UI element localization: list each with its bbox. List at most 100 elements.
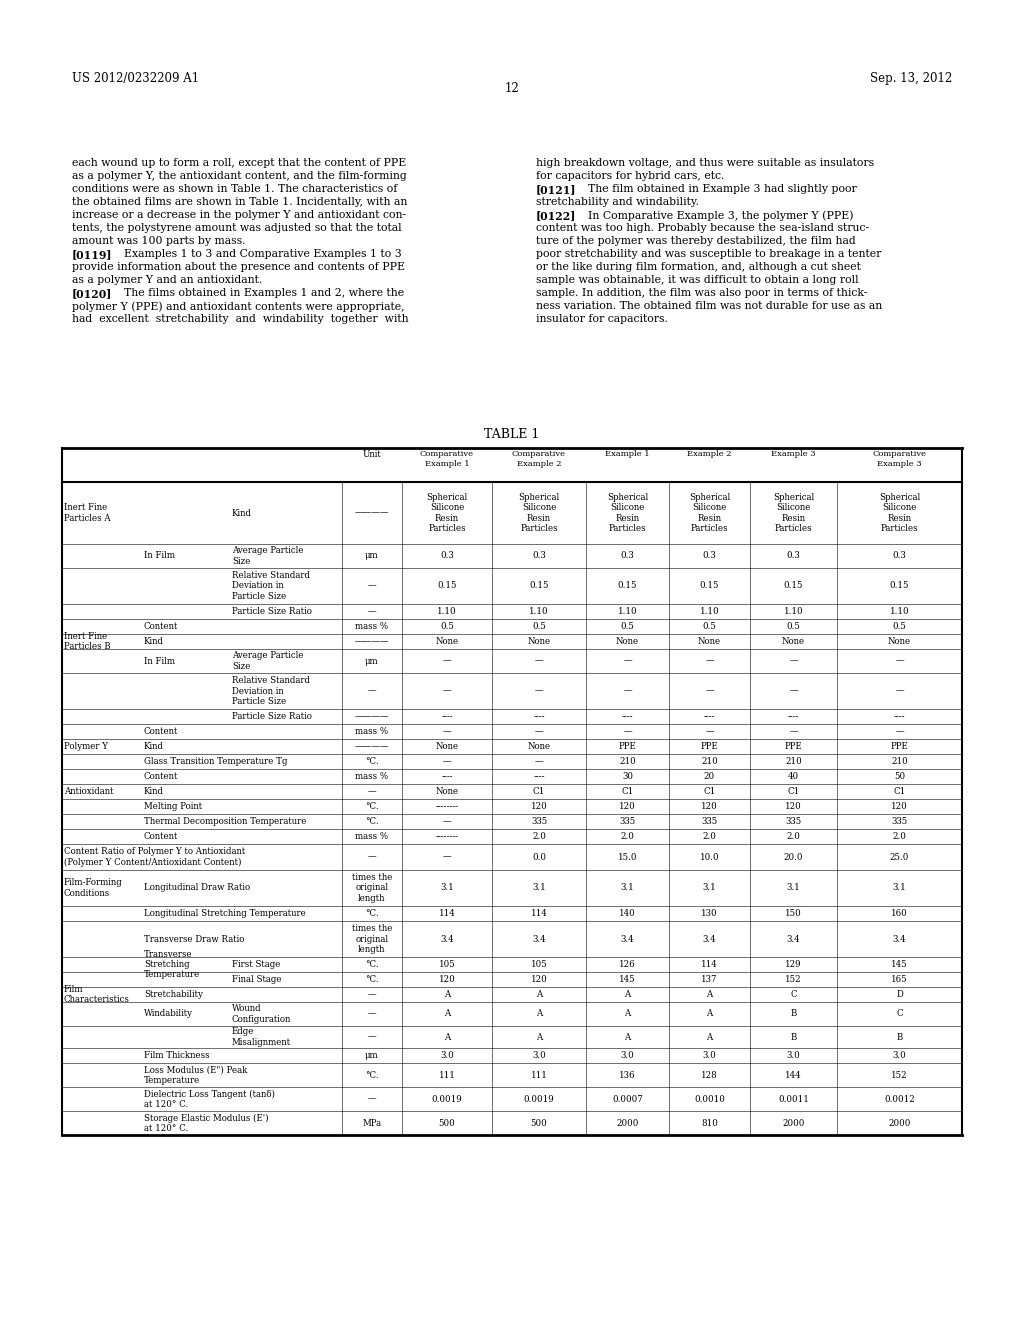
Text: 0.15: 0.15 [617, 582, 637, 590]
Text: 120: 120 [701, 803, 718, 810]
Text: None: None [782, 638, 805, 645]
Text: ----: ---- [787, 711, 800, 721]
Text: Antioxidant: Antioxidant [63, 787, 114, 796]
Text: —: — [442, 853, 452, 862]
Text: Glass Transition Temperature Tg: Glass Transition Temperature Tg [144, 756, 288, 766]
Text: 2.0: 2.0 [702, 832, 717, 841]
Text: 3.4: 3.4 [702, 935, 717, 944]
Text: —: — [535, 727, 544, 737]
Text: Kind: Kind [144, 638, 164, 645]
Text: 3.0: 3.0 [532, 1051, 546, 1060]
Text: 0.5: 0.5 [532, 622, 546, 631]
Text: 1.10: 1.10 [890, 607, 909, 616]
Text: C1: C1 [532, 787, 545, 796]
Text: Transverse
Stretching
Temperature: Transverse Stretching Temperature [144, 950, 201, 979]
Text: A: A [536, 990, 542, 999]
Text: MPa: MPa [362, 1118, 382, 1127]
Text: °C.: °C. [366, 756, 379, 766]
Text: times the
original
length: times the original length [352, 924, 392, 953]
Text: conditions were as shown in Table 1. The characteristics of: conditions were as shown in Table 1. The… [72, 183, 397, 194]
Text: Dielectric Loss Tangent (tanδ)
at 120° C.: Dielectric Loss Tangent (tanδ) at 120° C… [144, 1089, 275, 1109]
Text: 2.0: 2.0 [532, 832, 546, 841]
Text: μm: μm [366, 1051, 379, 1060]
Text: provide information about the presence and contents of PPE: provide information about the presence a… [72, 261, 406, 272]
Text: D: D [896, 990, 903, 999]
Text: Final Stage: Final Stage [232, 975, 282, 983]
Text: 30: 30 [622, 772, 633, 781]
Text: --------: -------- [435, 832, 459, 841]
Text: 3.4: 3.4 [440, 935, 454, 944]
Text: 136: 136 [620, 1071, 636, 1080]
Text: Comparative
Example 3: Comparative Example 3 [872, 450, 927, 467]
Text: A: A [625, 1032, 631, 1041]
Text: Content Ratio of Polymer Y to Antioxidant
(Polymer Y Content/Antioxidant Content: Content Ratio of Polymer Y to Antioxidan… [63, 847, 246, 867]
Text: 0.15: 0.15 [699, 582, 719, 590]
Text: —: — [368, 853, 376, 862]
Text: —: — [895, 686, 904, 696]
Text: 0.15: 0.15 [529, 582, 549, 590]
Text: Longitudinal Stretching Temperature: Longitudinal Stretching Temperature [144, 909, 306, 917]
Text: 15.0: 15.0 [617, 853, 637, 862]
Text: ----: ---- [441, 711, 453, 721]
Text: 810: 810 [701, 1118, 718, 1127]
Text: 0.0: 0.0 [532, 853, 546, 862]
Text: C: C [896, 1010, 903, 1019]
Text: 3.1: 3.1 [786, 883, 801, 892]
Text: 3.0: 3.0 [786, 1051, 801, 1060]
Text: 140: 140 [620, 909, 636, 917]
Text: 114: 114 [530, 909, 548, 917]
Text: 20.0: 20.0 [783, 853, 803, 862]
Text: 0.0010: 0.0010 [694, 1094, 725, 1104]
Text: —: — [368, 1094, 376, 1104]
Text: Film
Characteristics: Film Characteristics [63, 985, 130, 1005]
Text: 0.5: 0.5 [702, 622, 717, 631]
Text: Comparative
Example 2: Comparative Example 2 [512, 450, 566, 467]
Text: ----: ---- [441, 772, 453, 781]
Text: [0121]: [0121] [536, 183, 577, 195]
Text: —: — [368, 787, 376, 796]
Text: Spherical
Silicone
Resin
Particles: Spherical Silicone Resin Particles [773, 494, 814, 532]
Text: The film obtained in Example 3 had slightly poor: The film obtained in Example 3 had sligh… [574, 183, 857, 194]
Text: —: — [706, 727, 714, 737]
Text: 145: 145 [620, 975, 636, 983]
Text: each wound up to form a roll, except that the content of PPE: each wound up to form a roll, except tha… [72, 158, 407, 168]
Text: 1.10: 1.10 [699, 607, 719, 616]
Text: ----: ---- [622, 711, 633, 721]
Text: times the
original
length: times the original length [352, 874, 392, 903]
Text: PPE: PPE [618, 742, 636, 751]
Text: polymer Y (PPE) and antioxidant contents were appropriate,: polymer Y (PPE) and antioxidant contents… [72, 301, 404, 312]
Text: 335: 335 [701, 817, 718, 826]
Text: ture of the polymer was thereby destabilized, the film had: ture of the polymer was thereby destabil… [536, 236, 856, 246]
Text: as a polymer Y and an antioxidant.: as a polymer Y and an antioxidant. [72, 275, 262, 285]
Text: —: — [368, 686, 376, 696]
Text: Stretchability: Stretchability [144, 990, 203, 999]
Text: or the like during film formation, and, although a cut sheet: or the like during film formation, and, … [536, 261, 861, 272]
Text: 152: 152 [785, 975, 802, 983]
Text: 126: 126 [620, 960, 636, 969]
Text: A: A [536, 1010, 542, 1019]
Text: 0.0011: 0.0011 [778, 1094, 809, 1104]
Text: 500: 500 [438, 1118, 456, 1127]
Text: —: — [368, 1010, 376, 1019]
Text: 114: 114 [438, 909, 456, 917]
Text: 500: 500 [530, 1118, 548, 1127]
Text: 3.4: 3.4 [532, 935, 546, 944]
Text: 0.3: 0.3 [893, 552, 906, 561]
Text: In Comparative Example 3, the polymer Y (PPE): In Comparative Example 3, the polymer Y … [574, 210, 853, 220]
Text: μm: μm [366, 656, 379, 665]
Text: Sep. 13, 2012: Sep. 13, 2012 [869, 73, 952, 84]
Text: 1.10: 1.10 [783, 607, 803, 616]
Text: A: A [625, 1010, 631, 1019]
Text: 129: 129 [785, 960, 802, 969]
Text: 2000: 2000 [616, 1118, 639, 1127]
Text: 3.4: 3.4 [893, 935, 906, 944]
Text: —: — [624, 686, 632, 696]
Text: Windability: Windability [144, 1010, 193, 1019]
Text: 144: 144 [785, 1071, 802, 1080]
Text: Storage Elastic Modulus (E')
at 120° C.: Storage Elastic Modulus (E') at 120° C. [144, 1113, 268, 1133]
Text: ————: ———— [354, 508, 389, 517]
Text: A: A [707, 990, 713, 999]
Text: 3.1: 3.1 [702, 883, 717, 892]
Text: A: A [443, 1032, 451, 1041]
Text: tents, the polystyrene amount was adjusted so that the total: tents, the polystyrene amount was adjust… [72, 223, 401, 234]
